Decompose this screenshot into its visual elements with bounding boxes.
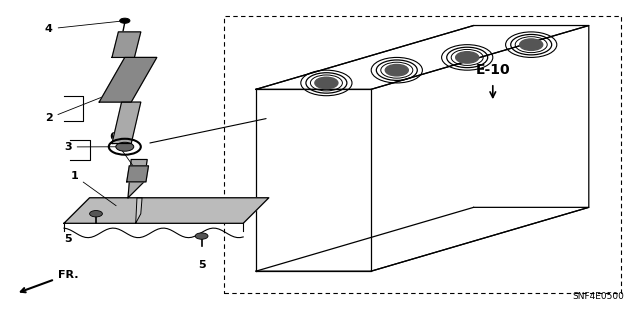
Circle shape [315, 77, 338, 89]
Circle shape [520, 39, 543, 50]
Text: 5: 5 [198, 260, 206, 270]
Polygon shape [136, 198, 142, 223]
Polygon shape [128, 160, 147, 198]
Text: 3: 3 [64, 142, 122, 152]
Circle shape [120, 18, 130, 23]
Text: 4: 4 [45, 21, 122, 34]
Polygon shape [127, 166, 148, 182]
Polygon shape [64, 198, 269, 223]
Circle shape [195, 233, 208, 239]
Text: SNF4E0500: SNF4E0500 [572, 292, 625, 301]
Text: 5: 5 [64, 234, 72, 244]
Text: 6: 6 [109, 132, 136, 170]
Circle shape [456, 52, 479, 63]
Text: FR.: FR. [21, 270, 78, 292]
Text: 2: 2 [45, 90, 119, 123]
Circle shape [116, 142, 134, 151]
Polygon shape [112, 102, 141, 144]
Polygon shape [112, 32, 141, 57]
Text: 1: 1 [70, 171, 116, 206]
Circle shape [90, 211, 102, 217]
Polygon shape [99, 57, 157, 102]
Text: E-10: E-10 [476, 63, 510, 77]
Circle shape [385, 64, 408, 76]
